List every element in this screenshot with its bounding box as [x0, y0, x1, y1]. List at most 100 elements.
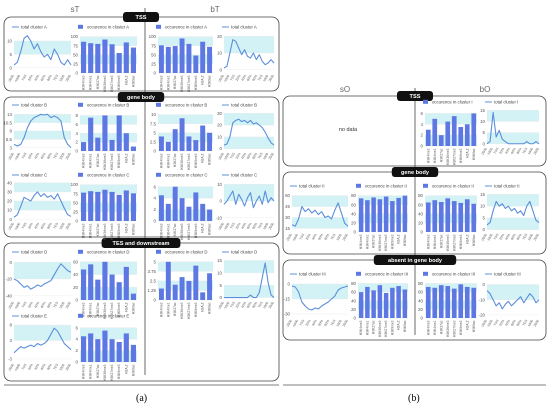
x-tick-label: 1000	[527, 147, 534, 155]
x-tick-label: 80%	[516, 147, 523, 155]
legend: occurence in cluster C	[156, 173, 208, 178]
bar	[88, 191, 94, 221]
y-tick-label: 4	[76, 337, 79, 342]
bar	[438, 285, 444, 318]
section-title-text: TES and downstream	[113, 241, 170, 247]
legend: total cluster A	[222, 25, 257, 30]
x-category-label: H3K27ac	[173, 75, 177, 89]
grid-band	[358, 283, 408, 293]
chart-a-gb-bT-B: total cluster B 30 20 10 0-2000-1000TSS20%40…	[217, 103, 275, 162]
x-category-label: H3K4me3	[159, 153, 163, 168]
x-tick-label: -1000	[486, 319, 494, 328]
legend: occurence in cluster A	[78, 25, 129, 30]
x-tick-label: 20%	[27, 152, 34, 160]
bar	[109, 274, 115, 300]
section-title-text: absent in gene body	[388, 258, 443, 264]
legend-label: occurence in cluster D	[87, 250, 130, 255]
grid-band	[158, 114, 213, 124]
grid-band	[358, 213, 408, 223]
y-tick-label: 0	[10, 65, 13, 70]
x-tick-label: 1000	[58, 74, 65, 82]
bar	[165, 261, 171, 300]
bar	[123, 133, 129, 151]
y-tick-label: 3.75	[147, 269, 156, 274]
x-tick-label: 1000	[58, 363, 65, 371]
bar	[179, 38, 185, 73]
y-tick-label: 50	[73, 52, 78, 57]
column-label-bO: bO	[480, 85, 491, 94]
grid-band	[358, 195, 408, 205]
x-tick-label: -1000	[14, 363, 22, 372]
x-tick-label: -1000	[486, 147, 494, 156]
y-tick-label: 0	[220, 146, 223, 151]
x-category-label: H3K27ac	[96, 223, 100, 237]
column-label-sT: sT	[71, 5, 80, 14]
x-tick-label: 1000	[262, 222, 269, 230]
x-tick-label: 80%	[251, 222, 258, 230]
bar	[371, 197, 376, 232]
x-tick-label: 80%	[516, 319, 523, 327]
y-tick-label: 45	[285, 204, 290, 209]
y-tick-label: 40	[73, 272, 78, 277]
x-tick-label: 40%	[240, 222, 247, 230]
y-tick-label: 25	[73, 210, 78, 215]
y-tick-label: 2.5	[150, 279, 157, 284]
x-category-label: H2A.Z	[124, 76, 128, 85]
x-tick-label: 20%	[235, 222, 242, 230]
y-tick-label: 0	[354, 316, 357, 321]
x-category-label: H3K4me1	[365, 234, 369, 249]
y-tick-label: 5	[154, 259, 157, 264]
series-line	[13, 35, 72, 66]
bar	[123, 42, 129, 73]
x-tick-label: -2000	[285, 233, 293, 242]
grid-band	[224, 113, 274, 126]
x-tick-label: TSS	[299, 232, 306, 240]
legend-label: total cluster D	[21, 250, 47, 255]
bar	[471, 203, 477, 232]
bar	[425, 129, 431, 146]
y-tick-label: 40	[418, 211, 423, 216]
bar	[402, 195, 408, 232]
x-tick-label: 1000	[336, 233, 343, 241]
x-category-label: H3K9ac	[131, 364, 135, 376]
chart-b-gb-bO-II: total cluster II 15 10 5 0-2000-1000 TSS 20% 40…	[480, 184, 540, 243]
grid-band	[358, 300, 408, 310]
bar	[438, 135, 444, 146]
x-tick-label: TES	[257, 300, 264, 308]
chart-a-tss-sT: total cluster A 10 5 0 -2000-1000 TSS 20% 40% 60…	[7, 25, 72, 84]
y-tick-label: -10	[216, 215, 223, 220]
x-category-label: H3K9ac	[208, 153, 212, 165]
x-category-label: H3K27me3	[452, 148, 456, 165]
x-category-label: H3K36me3	[180, 153, 184, 170]
y-tick-label: 5	[483, 215, 486, 220]
grid-band	[487, 110, 539, 122]
x-tick-label: 80%	[46, 222, 53, 230]
grid-band	[292, 217, 348, 229]
x-tick-label: 20%	[27, 363, 34, 371]
x-category-label: H3K27ac	[96, 153, 100, 167]
x-tick-label: -2000	[285, 319, 293, 328]
section-title-bg	[397, 91, 433, 101]
x-tick-label: 60%	[246, 152, 253, 160]
legend-label: total cluster II	[299, 184, 325, 189]
bar	[102, 115, 108, 151]
bar	[471, 113, 477, 146]
x-category-label: H3K4me3	[159, 75, 163, 90]
x-category-label: H2A.Z	[397, 235, 401, 244]
y-tick-label: 20	[217, 123, 222, 128]
legend-label: total cluster C	[231, 173, 257, 178]
x-category-label: H3K9me3	[390, 234, 394, 249]
bar	[186, 136, 192, 151]
bar	[116, 53, 122, 73]
bar	[193, 265, 199, 300]
y-tick-label: 6	[421, 111, 424, 116]
y-tick-label: 60	[351, 290, 356, 295]
legend: total cluster II	[290, 184, 325, 189]
legend-label: total cluster C	[21, 173, 47, 178]
bar	[102, 189, 108, 221]
bar	[358, 292, 364, 318]
x-category-label: H3K9me3	[117, 302, 121, 317]
